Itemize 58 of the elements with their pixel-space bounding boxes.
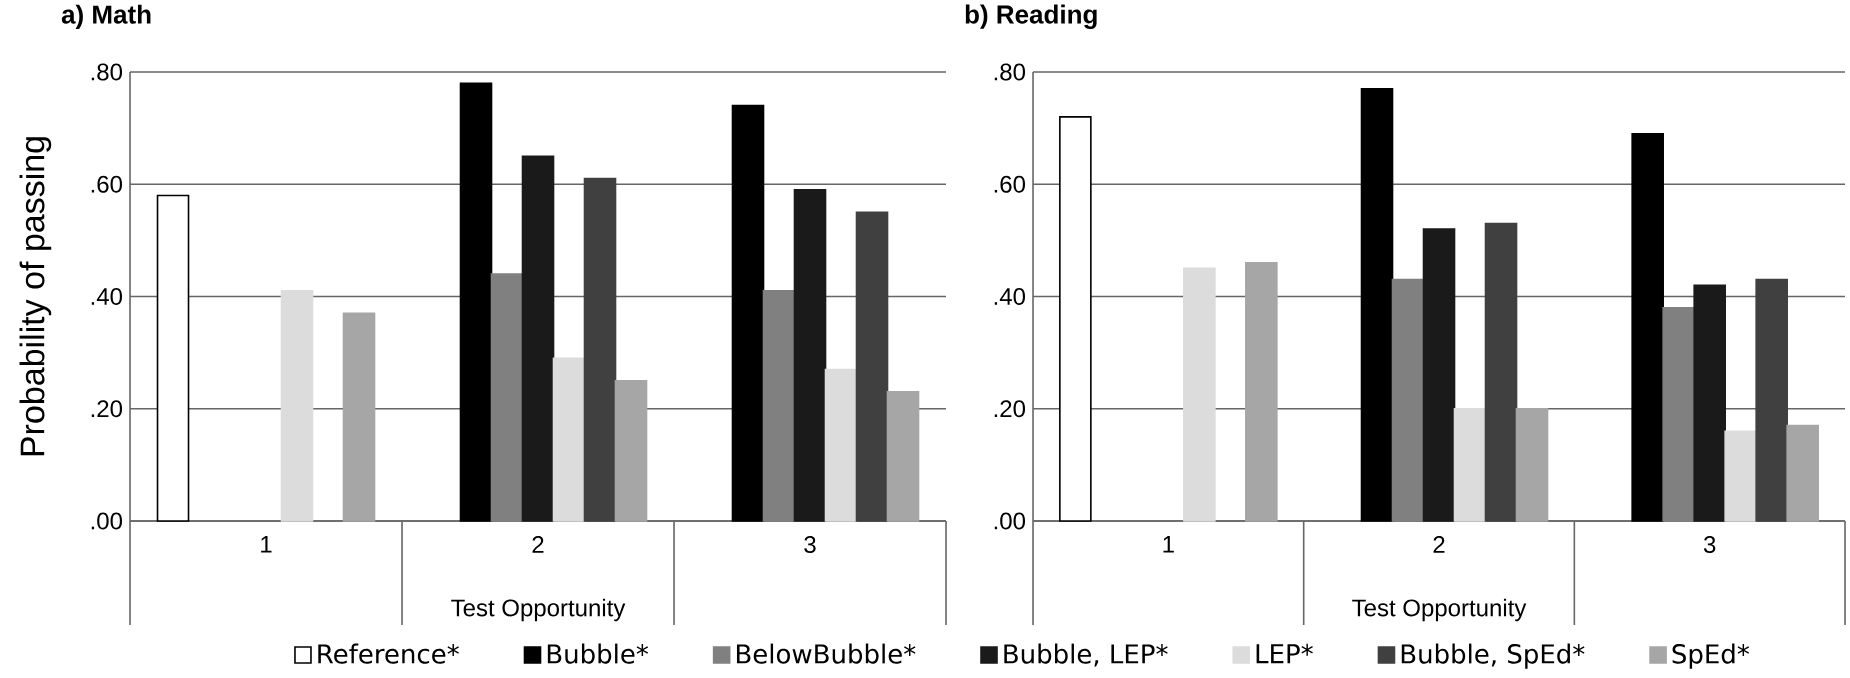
bar [1515,407,1549,522]
bar [552,357,586,522]
bar [583,177,617,522]
bar [1484,222,1518,522]
x-axis-title: Test Opportunity [451,598,626,622]
legend-label: Bubble, SpEd* [1401,643,1585,669]
y-tick-label: .00 [91,512,123,530]
legend-label: SpEd* [1672,643,1750,669]
x-tick-label: 3 [1703,536,1716,554]
x-tick-label: 1 [261,536,272,553]
bar [1183,267,1216,522]
x-axis-title: Test Opportunity [1352,598,1527,622]
bar [521,155,555,522]
bar [1724,430,1757,522]
bar [342,312,376,522]
bar [1662,306,1695,522]
bar [1755,278,1788,522]
x-tick-label: 2 [532,536,544,553]
y-tick-label: .00 [994,512,1026,530]
x-tick-label: 3 [804,536,816,554]
bar [731,104,765,522]
bar [1631,132,1664,522]
bar [1453,407,1487,522]
x-tick-label: 1 [1163,536,1174,553]
bar [1422,228,1456,522]
y-tick-label: .60 [91,175,123,193]
legend-label: Reference* [318,643,459,664]
bar [762,290,796,522]
bar [1786,424,1819,522]
bar [1059,116,1092,522]
bar [824,368,858,522]
chart-title: b) Reading [965,4,1097,29]
y-tick-label: .40 [994,288,1026,305]
y-tick-label: .20 [91,400,123,418]
legend-label: LEP* [1256,643,1313,664]
bar [614,379,648,522]
bar [855,211,889,522]
bar [1360,88,1394,522]
bar [1245,262,1278,522]
bar [280,290,314,522]
y-tick-label: .80 [91,63,123,81]
bar [490,273,524,522]
bar [1391,278,1425,522]
y-tick-label: .60 [994,175,1026,193]
bar [886,391,920,522]
legend-label: Bubble* [547,643,649,664]
bar [793,189,827,522]
bar [459,82,493,522]
y-axis-title: Probability of passing [19,137,52,456]
bar [156,194,190,522]
y-tick-label: .20 [994,400,1026,418]
legend-label: Bubble, LEP* [1004,643,1168,667]
bar [1693,284,1726,522]
chart-title: a) Math [61,4,151,29]
y-tick-label: .80 [994,63,1026,81]
y-tick-label: .40 [91,288,123,305]
legend-label: BelowBubble* [736,643,916,664]
x-tick-label: 2 [1433,536,1445,553]
